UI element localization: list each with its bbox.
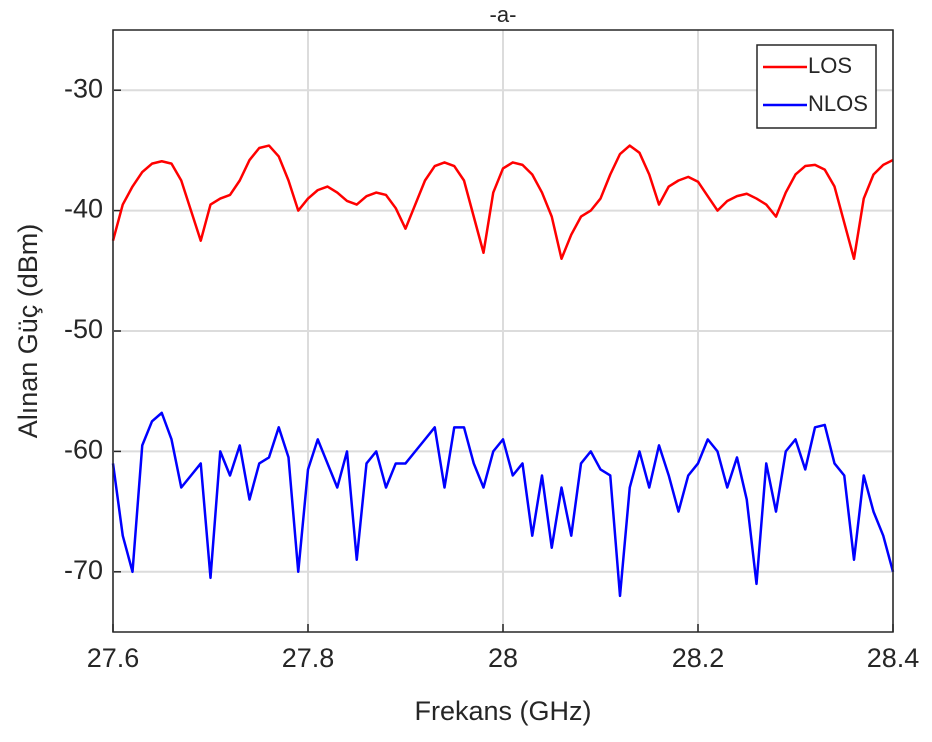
x-tick-label: 27.6 (87, 643, 140, 673)
x-tick-label: 28 (488, 643, 518, 673)
y-tick-label: -30 (64, 73, 103, 103)
chart-title: -a- (490, 2, 517, 27)
line-series (111, 411, 895, 598)
x-tick-label: 28.4 (867, 643, 920, 673)
legend-label: LOS (808, 53, 852, 78)
y-tick-label: -70 (64, 555, 103, 585)
y-axis-label: Alınan Güç (dBm) (13, 224, 43, 439)
line-series (111, 144, 894, 261)
x-axis-label: Frekans (GHz) (414, 696, 591, 726)
y-tick-label: -50 (64, 314, 103, 344)
x-tick-label: 28.2 (672, 643, 725, 673)
y-tick-label: -40 (64, 194, 103, 224)
y-tick-label: -60 (64, 435, 103, 465)
plot-frame (112, 29, 894, 633)
legend-box (756, 44, 877, 129)
x-tick-label: 27.8 (282, 643, 335, 673)
legend-label: NLOS (808, 91, 868, 116)
